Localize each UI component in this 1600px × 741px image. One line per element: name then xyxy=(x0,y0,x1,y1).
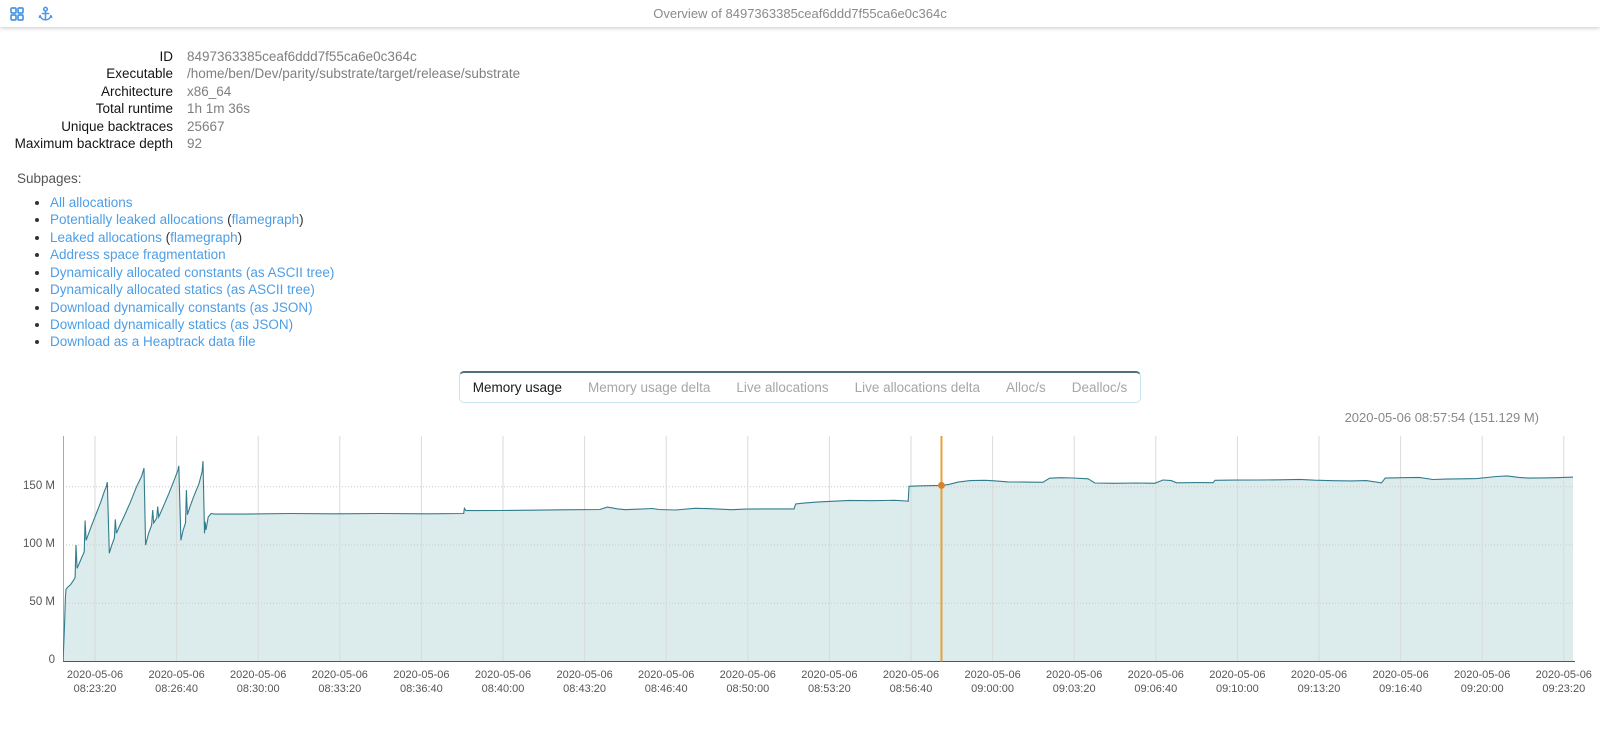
x-axis-label: 2020-05-06 09:23:20 xyxy=(1535,668,1592,695)
subpage-item: Dynamically allocated statics (as ASCII … xyxy=(50,281,1600,298)
x-axis-label: 2020-05-06 08:43:20 xyxy=(556,668,613,695)
x-axis-label: 2020-05-06 09:03:20 xyxy=(1046,668,1103,695)
x-axis-label: 2020-05-06 09:16:40 xyxy=(1372,668,1429,695)
subpage-item: Potentially leaked allocations (flamegra… xyxy=(50,211,1600,228)
x-axis-label: 2020-05-06 08:33:20 xyxy=(311,668,368,695)
x-axis-label: 2020-05-06 09:06:40 xyxy=(1127,668,1184,695)
y-axis-label: 100 M xyxy=(23,537,55,550)
info-value: 1h 1m 36s xyxy=(187,101,251,117)
y-axis-label: 150 M xyxy=(23,479,55,492)
tabs-row: Memory usage Memory usage delta Live alloc… xyxy=(0,370,1600,403)
subpage-link[interactable]: Address space fragmentation xyxy=(50,247,226,263)
cursor-dot xyxy=(937,481,945,489)
x-axis-label: 2020-05-06 08:30:00 xyxy=(230,668,287,695)
x-axis-label: 2020-05-06 08:26:40 xyxy=(148,668,205,695)
x-axis-label: 2020-05-06 08:23:20 xyxy=(66,668,124,695)
subpages-heading: Subpages: xyxy=(17,171,82,187)
info-value: 25667 xyxy=(187,118,225,134)
top-bar-icons xyxy=(10,0,53,27)
tab-memory-usage[interactable]: Memory usage xyxy=(472,379,563,395)
info-value: x86_64 xyxy=(187,83,232,99)
chart-area-fill xyxy=(63,461,1573,662)
subpage-link[interactable]: flamegraph xyxy=(170,229,238,245)
subpage-text: ) xyxy=(237,229,243,245)
x-axis-label: 2020-05-06 08:36:40 xyxy=(393,668,450,695)
info-table: ID 8497363385ceaf6ddd7f55ca6e0c364c Execut… xyxy=(0,48,521,152)
subpage-item: All allocations xyxy=(50,194,1600,211)
info-value: /home/ben/Dev/parity/substrate/target/re… xyxy=(187,66,521,82)
subpage-link[interactable]: Download dynamically constants (as JSON) xyxy=(50,299,313,315)
subpage-item: Download dynamically constants (as JSON) xyxy=(50,299,1600,316)
tab-strip: Memory usage Memory usage delta Live alloc… xyxy=(458,370,1142,403)
grid-icon[interactable] xyxy=(10,6,24,21)
tab-alloc-s[interactable]: Alloc/s xyxy=(1005,379,1046,395)
subpage-link[interactable]: Dynamically allocated constants (as ASCI… xyxy=(50,264,335,280)
subpage-link[interactable]: Potentially leaked allocations xyxy=(50,212,224,228)
info-value: 92 xyxy=(187,136,203,152)
x-axis-label: 2020-05-06 08:40:00 xyxy=(474,668,532,695)
info-row: Architecture x86_64 xyxy=(0,83,520,100)
subpage-item: Dynamically allocated constants (as ASCI… xyxy=(50,264,1600,281)
info-label: Unique backtraces xyxy=(61,118,173,134)
cursor-readout: 2020-05-06 08:57:54 (151.129 M) xyxy=(1344,409,1539,425)
x-axis-label: 2020-05-06 08:50:00 xyxy=(719,668,776,695)
info-label: ID xyxy=(159,49,174,64)
subpages-section: Subpages: All allocationsPotentially lea… xyxy=(17,170,1600,350)
x-axis-label: 2020-05-06 09:20:00 xyxy=(1454,668,1511,695)
info-label: Total runtime xyxy=(95,101,173,117)
top-bar: Overview of 8497363385ceaf6ddd7f55ca6e0c… xyxy=(0,0,1600,27)
info-row: Maximum backtrace depth 92 xyxy=(0,135,520,152)
y-axis-label: 0 xyxy=(48,654,55,667)
info-row: Unique backtraces 25667 xyxy=(0,118,520,135)
subpage-link[interactable]: Download dynamically statics (as JSON) xyxy=(50,317,294,333)
x-axis-label: 2020-05-06 08:46:40 xyxy=(638,668,695,695)
x-axis-label: 2020-05-06 09:13:20 xyxy=(1290,668,1348,695)
subpage-text: ( xyxy=(223,212,232,228)
chart-plot-svg[interactable] xyxy=(63,435,1575,663)
tab-live-allocations[interactable]: Live allocations xyxy=(736,379,829,395)
y-axis-label: 50 M xyxy=(29,596,55,609)
subpage-link[interactable]: flamegraph xyxy=(231,212,300,228)
info-row: ID 8497363385ceaf6ddd7f55ca6e0c364c xyxy=(0,48,520,65)
tab-live-allocations-delta[interactable]: Live allocations delta xyxy=(854,379,980,395)
main-content: ID 8497363385ceaf6ddd7f55ca6e0c364c Execut… xyxy=(0,48,1600,708)
subpage-item: Leaked allocations (flamegraph) xyxy=(50,229,1600,246)
info-label: Executable xyxy=(106,66,173,82)
info-row: Executable/home/ben/Dev/parity/substrate… xyxy=(0,65,520,82)
info-row: Total runtime 1h 1m 36s xyxy=(0,100,520,117)
subpage-link[interactable]: Leaked allocations xyxy=(50,229,162,245)
anchor-icon[interactable] xyxy=(38,6,53,21)
subpage-link[interactable]: Dynamically allocated statics (as ASCII … xyxy=(50,282,315,298)
info-label: Maximum backtrace depth xyxy=(14,136,173,152)
memory-usage-chart[interactable]: 0 50 M 100 M 150 M 2020-05-06 08:23:20 2020-0… xyxy=(0,435,1600,708)
x-axis-label: 2020-05-06 09:00:00 xyxy=(964,668,1021,695)
tab-dealloc-s[interactable]: Dealloc/s xyxy=(1071,379,1128,395)
subpage-text: ( xyxy=(161,229,171,245)
x-axis-label: 2020-05-06 09:10:00 xyxy=(1209,668,1266,695)
info-label: Architecture xyxy=(100,83,173,99)
subpage-text: ) xyxy=(299,212,304,228)
subpage-item: Address space fragmentation xyxy=(50,246,1600,263)
subpage-link[interactable]: Download as a Heaptrack data file xyxy=(50,334,256,350)
memory-usage-line xyxy=(63,460,1573,662)
x-axis-label: 2020-05-06 08:56:40 xyxy=(882,668,940,695)
x-axis-label: 2020-05-06 08:53:20 xyxy=(801,668,858,695)
subpage-link[interactable]: All allocations xyxy=(50,194,133,210)
info-value: 8497363385ceaf6ddd7f55ca6e0c364c xyxy=(187,49,417,64)
subpages-list: All allocationsPotentially leaked alloca… xyxy=(17,194,1600,351)
subpage-item: Download dynamically statics (as JSON) xyxy=(50,316,1600,333)
cursor-readout-row: 2020-05-06 08:57:54 (151.129 M) xyxy=(0,410,1600,426)
tab-memory-usage-delta[interactable]: Memory usage delta xyxy=(588,379,711,395)
page-title: Overview of 8497363385ceaf6ddd7f55ca6e0c… xyxy=(653,6,947,21)
subpage-item: Download as a Heaptrack data file xyxy=(50,333,1600,350)
